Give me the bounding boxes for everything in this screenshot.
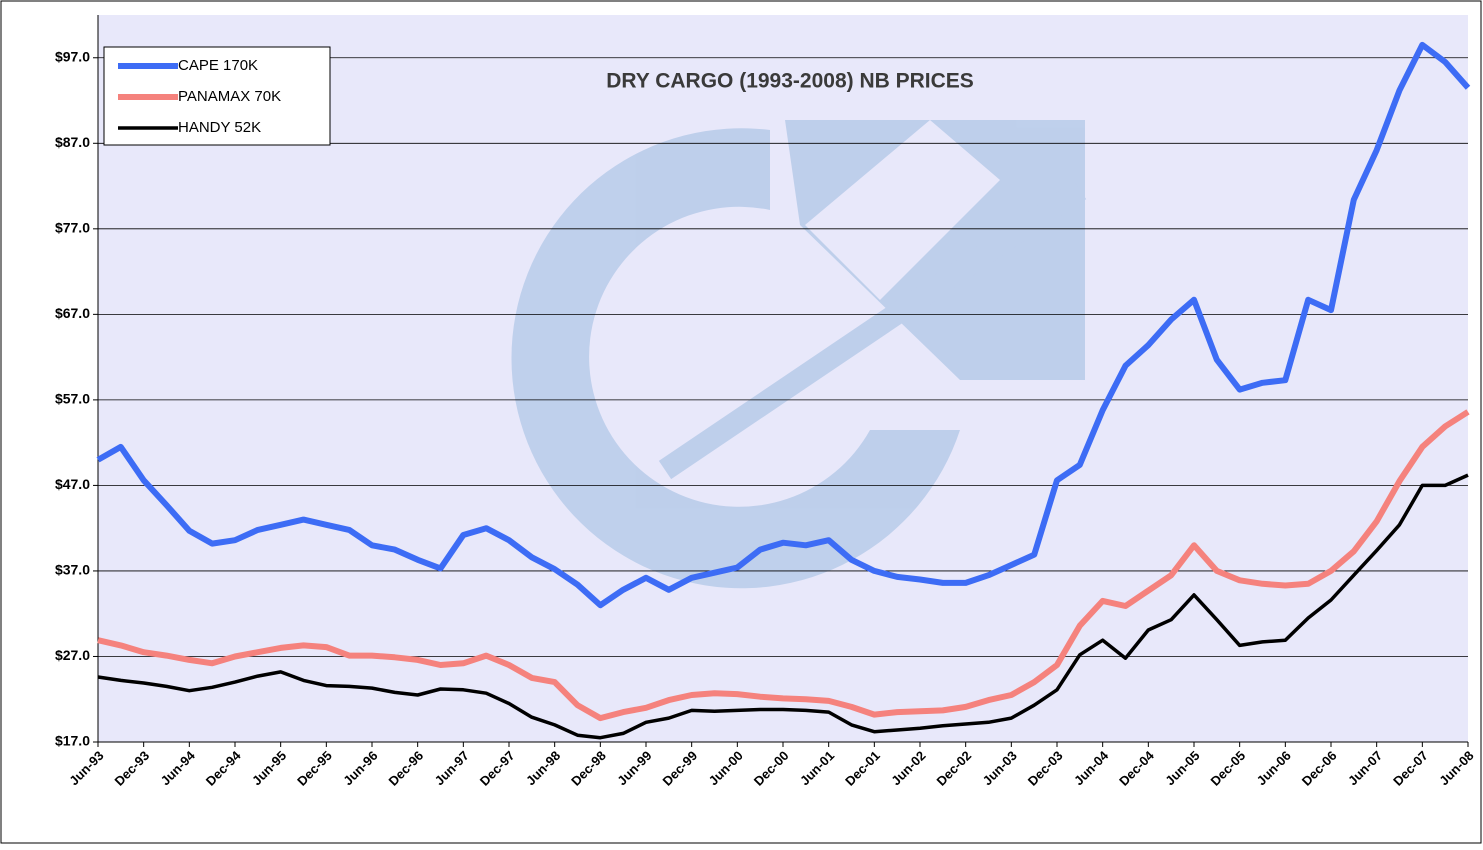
y-tick-label: $47.0 (55, 476, 90, 492)
y-tick-label: $27.0 (55, 647, 90, 663)
logo-cut (805, 120, 1000, 300)
watermark-logo (511, 120, 1087, 589)
y-tick-label: $57.0 (55, 391, 90, 407)
y-tick-label: $87.0 (55, 134, 90, 150)
y-tick-label: $37.0 (55, 562, 90, 578)
legend-label: PANAMAX 70K (178, 88, 281, 105)
series-line (97, 473, 1469, 740)
legend-label: CAPE 170K (178, 57, 258, 74)
y-tick-label: $67.0 (55, 305, 90, 321)
y-tick-label: $97.0 (55, 48, 90, 64)
logo-bar (658, 180, 1087, 480)
y-tick-label: $77.0 (55, 220, 90, 236)
logo-ring (511, 128, 960, 589)
series-line (97, 409, 1470, 722)
chart-title: DRY CARGO (1993-2008) NB PRICES (606, 70, 974, 93)
legend-label: HANDY 52K (178, 119, 261, 136)
y-tick-label: $17.0 (55, 733, 90, 749)
series-line (96, 41, 1471, 609)
